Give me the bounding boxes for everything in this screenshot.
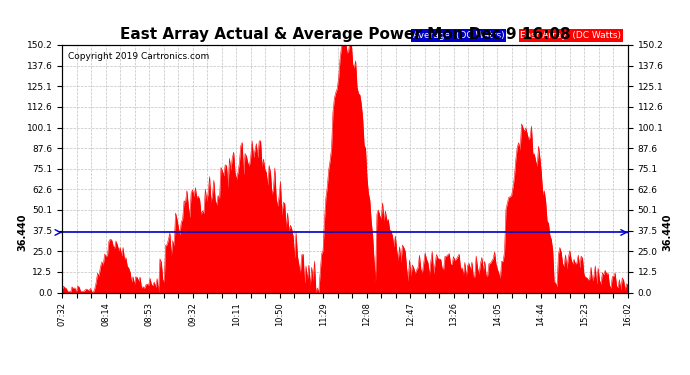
- Text: 36.440: 36.440: [662, 214, 673, 251]
- Title: East Array Actual & Average Power Mon Dec 9 16:08: East Array Actual & Average Power Mon De…: [119, 27, 571, 42]
- Text: 36.440: 36.440: [17, 214, 28, 251]
- Text: Copyright 2019 Cartronics.com: Copyright 2019 Cartronics.com: [68, 53, 209, 62]
- Text: East Array  (DC Watts): East Array (DC Watts): [520, 31, 622, 40]
- Text: Average  (DC Watts): Average (DC Watts): [413, 31, 504, 40]
